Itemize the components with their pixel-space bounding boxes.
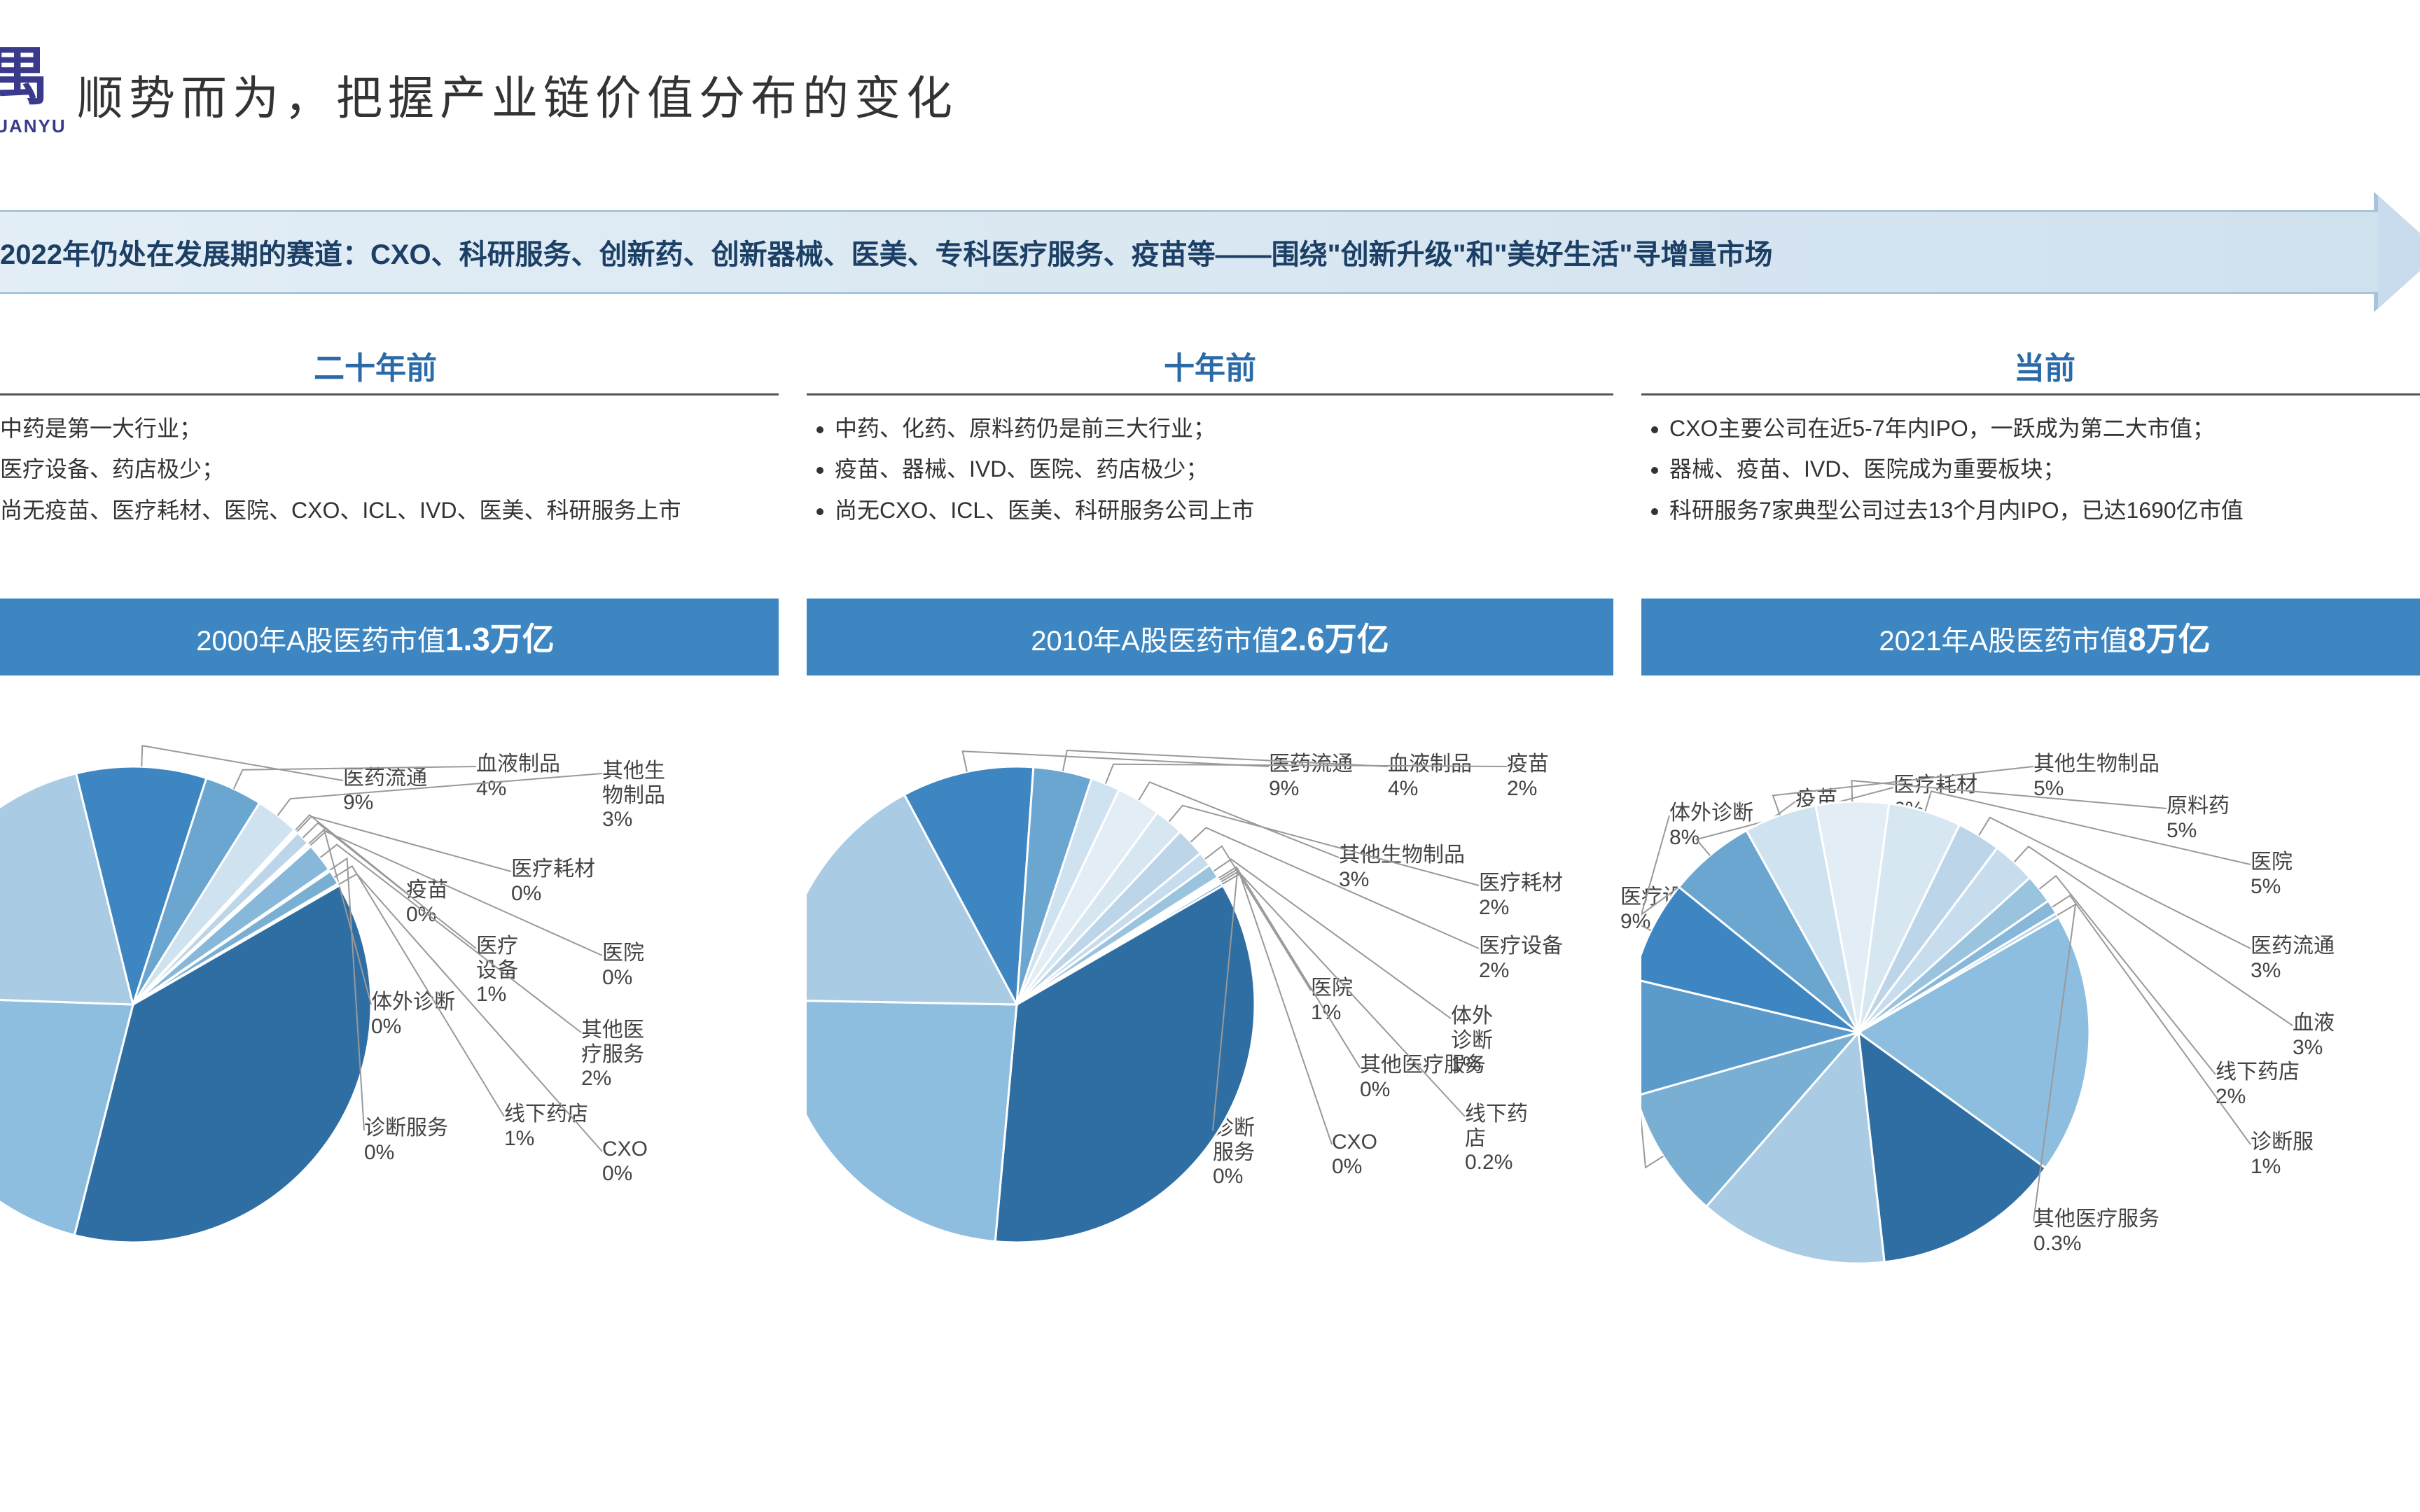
leader-line xyxy=(234,766,476,789)
leader-line xyxy=(297,817,511,872)
bar-value: 8万亿 xyxy=(2128,621,2211,657)
era-bullet: 尚无CXO、ICL、医美、科研服务公司上市 xyxy=(835,491,1606,529)
columns: 二十年前中药是第一大行业；医疗设备、药店极少；尚无疫苗、医疗耗材、医院、CXO、… xyxy=(0,343,2420,1354)
era-bullet: 中药是第一大行业； xyxy=(0,410,772,447)
era-bullet: 疫苗、器械、IVD、医院、药店极少； xyxy=(835,450,1606,488)
bar-prefix: 2021年A股医药市值 xyxy=(1879,626,2128,657)
pie-chart xyxy=(1641,710,2420,1354)
logo-main: 禺 xyxy=(0,42,49,112)
era-bullets: 中药是第一大行业；医疗设备、药店极少；尚无疫苗、医疗耗材、医院、CXO、ICL、… xyxy=(0,410,779,578)
logo: 禺 QUANYU xyxy=(0,56,56,133)
pie-chart xyxy=(807,710,1647,1354)
logo-sub: QUANYU xyxy=(0,105,56,147)
bar-prefix: 2010年A股医药市值 xyxy=(1031,626,1280,657)
leader-line xyxy=(339,874,602,1152)
era-bullet: 中药、化药、原料药仍是前三大行业； xyxy=(835,410,1606,447)
arrow-head-icon xyxy=(2378,196,2420,308)
pie-area: 中药35%化学制剂24%原料药17%医药流通9%血液制品4%疫苗2%其他生物制品… xyxy=(807,710,1613,1354)
era-bullet: 器械、疫苗、IVD、医院成为重要板块； xyxy=(1669,450,2420,488)
leader-line xyxy=(1222,874,1465,1116)
era-title: 十年前 xyxy=(807,343,1613,396)
era-title: 二十年前 xyxy=(0,343,779,396)
era-title: 当前 xyxy=(1641,343,2420,396)
era-bullets: CXO主要公司在近5-7年内IPO，一跃成为第二大市值；器械、疫苗、IVD、医院… xyxy=(1641,410,2420,578)
era-bullets: 中药、化药、原料药仍是前三大行业；疫苗、器械、IVD、医院、药店极少；尚无CXO… xyxy=(807,410,1613,578)
leader-line xyxy=(1106,764,1507,784)
marketcap-bar: 2010年A股医药市值2.6万亿 xyxy=(807,598,1613,676)
bar-value: 1.3万亿 xyxy=(445,621,555,657)
era-column: 当前 CXO主要公司在近5-7年内IPO，一跃成为第二大市值；器械、疫苗、IVD、… xyxy=(1641,343,2420,1354)
era-column: 十年前中药、化药、原料药仍是前三大行业；疫苗、器械、IVD、医院、药店极少；尚无… xyxy=(807,343,1613,1354)
pie-slice xyxy=(807,1000,1017,1242)
bar-value: 2.6万亿 xyxy=(1280,621,1389,657)
pie-chart xyxy=(0,710,812,1354)
era-column: 二十年前中药是第一大行业；医疗设备、药店极少；尚无疫苗、医疗耗材、医院、CXO、… xyxy=(0,343,779,1354)
bar-prefix: 2000年A股医药市值 xyxy=(196,626,445,657)
era-bullet: 医疗设备、药店极少； xyxy=(0,450,772,488)
era-bullet: 尚无疫苗、医疗耗材、医院、CXO、ICL、IVD、医美、科研服务上市 xyxy=(0,491,772,529)
arrow-banner: 2022年仍处在发展期的赛道：CXO、科研服务、创新药、创新器械、医美、专科医疗… xyxy=(0,210,2420,301)
marketcap-bar: 2021年A股医药市值8万亿 xyxy=(1641,598,2420,676)
marketcap-bar: 2000年A股医药市值1.3万亿 xyxy=(0,598,779,676)
header: 禺 QUANYU 顺势而为，把握产业链价值分布的变化 xyxy=(0,0,2420,161)
leader-line xyxy=(277,774,602,816)
era-bullet: CXO主要公司在近5-7年内IPO，一跃成为第二大市值； xyxy=(1669,410,2420,447)
pie-area: 化学制剂18%CXO13%中药13%医疗设备9%体外诊断8%疫苗7%医疗耗材6%… xyxy=(1641,710,2420,1354)
pie-area: 中药38%剂22%原料药21%医药流通9%血液制品4%其他生物制品3%疫苗0%医… xyxy=(0,710,779,1354)
page-title: 顺势而为，把握产业链价值分布的变化 xyxy=(77,61,958,128)
era-bullet: 科研服务7家典型公司过去13个月内IPO，已达1690亿市值 xyxy=(1669,491,2420,529)
banner-text: 2022年仍处在发展期的赛道：CXO、科研服务、创新药、创新器械、医美、专科医疗… xyxy=(0,210,2385,294)
